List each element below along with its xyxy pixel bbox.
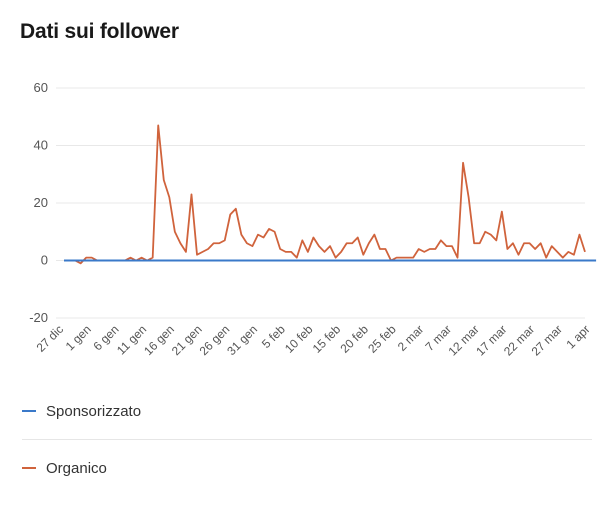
legend-swatch-sponsored bbox=[22, 410, 36, 412]
x-tick-label: 10 feb bbox=[282, 322, 316, 356]
x-tick-label: 25 feb bbox=[365, 322, 399, 356]
x-tick-label: 15 feb bbox=[310, 322, 344, 356]
y-axis-ticks: 60 40 20 0 -20 bbox=[29, 80, 48, 325]
x-tick-label: 26 gen bbox=[197, 322, 233, 358]
legend-label-organic: Organico bbox=[46, 459, 107, 477]
grid-lines bbox=[56, 87, 585, 319]
x-tick-label: 2 mar bbox=[395, 322, 427, 354]
y-tick-label: 20 bbox=[34, 195, 48, 210]
y-tick-label: 60 bbox=[34, 80, 48, 95]
x-tick-label: 1 gen bbox=[63, 322, 94, 353]
legend-item-organic[interactable]: Organico bbox=[22, 456, 107, 480]
chart-legend: Sponsorizzato Organico bbox=[22, 395, 592, 495]
y-tick-label: -20 bbox=[29, 310, 48, 325]
series-line-organic bbox=[64, 124, 586, 265]
legend-label-sponsored: Sponsorizzato bbox=[46, 402, 142, 420]
x-tick-label: 31 gen bbox=[224, 322, 260, 358]
y-tick-label: 40 bbox=[34, 138, 48, 153]
y-tick-label: 0 bbox=[41, 253, 48, 268]
series-lines bbox=[64, 124, 597, 265]
x-tick-label: 20 feb bbox=[337, 322, 371, 356]
x-tick-label: 1 apr bbox=[563, 322, 592, 351]
x-tick-label: 21 gen bbox=[169, 322, 205, 358]
x-tick-label: 27 mar bbox=[529, 322, 565, 358]
x-tick-label: 16 gen bbox=[141, 322, 177, 358]
legend-item-sponsored[interactable]: Sponsorizzato bbox=[22, 399, 141, 423]
legend-divider bbox=[22, 439, 592, 440]
x-tick-label: 27 dic bbox=[34, 322, 67, 355]
legend-swatch-organic bbox=[22, 467, 36, 469]
page-title: Dati sui follower bbox=[20, 20, 179, 43]
